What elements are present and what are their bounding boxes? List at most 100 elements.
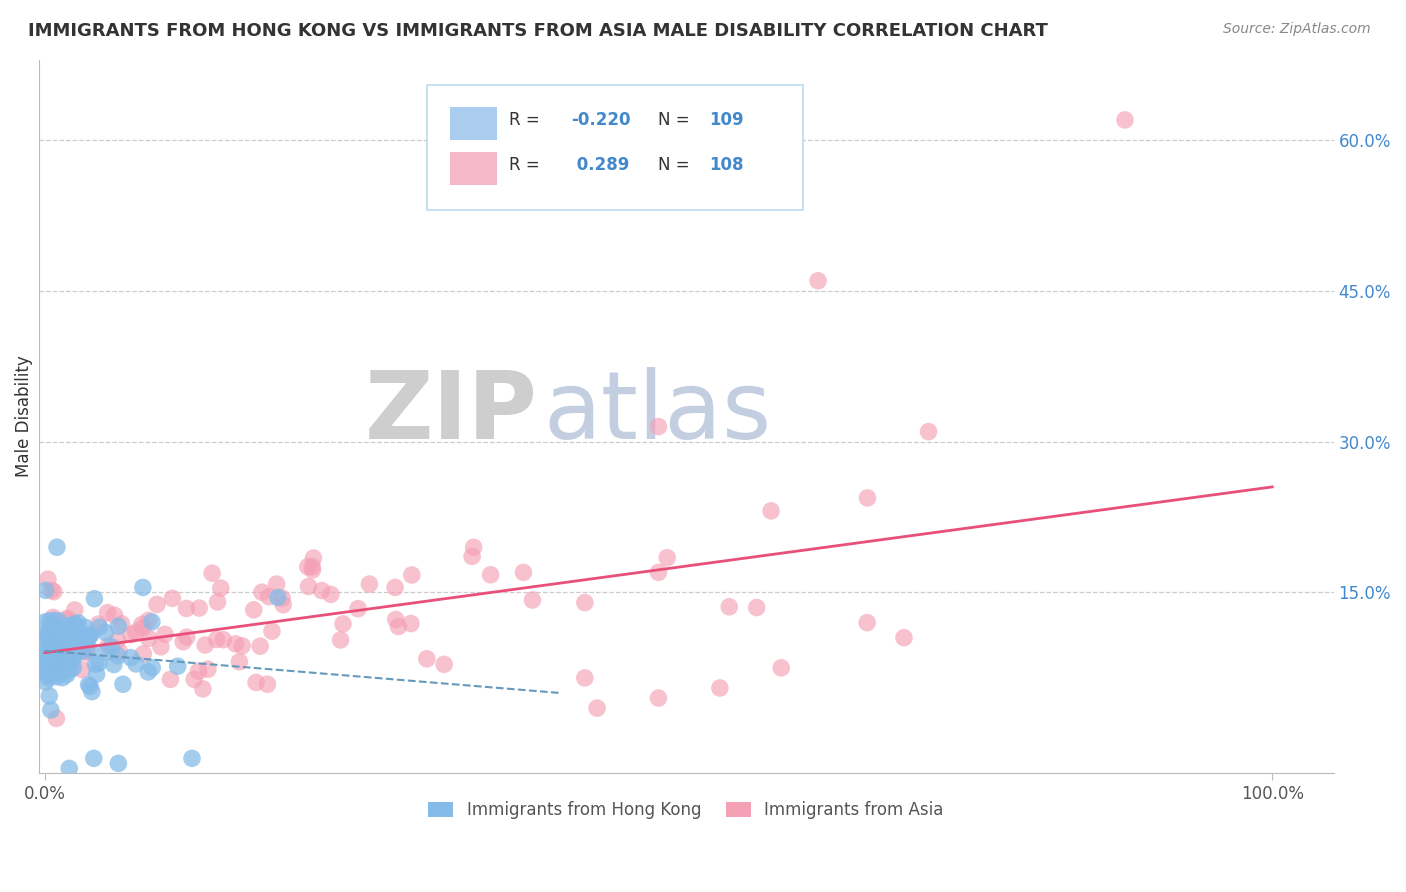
Point bbox=[65, 618, 87, 632]
Point bbox=[311, 583, 333, 598]
Point bbox=[39, 644, 62, 658]
Point bbox=[46, 632, 69, 647]
Point bbox=[359, 577, 381, 591]
Point bbox=[45, 653, 67, 667]
Point bbox=[159, 673, 181, 687]
Point bbox=[51, 635, 73, 649]
Point bbox=[38, 614, 60, 628]
Point bbox=[45, 666, 67, 681]
Point bbox=[856, 491, 879, 505]
Point bbox=[141, 615, 163, 629]
Point bbox=[44, 648, 66, 663]
Point bbox=[384, 612, 406, 626]
Point bbox=[212, 632, 235, 647]
Point bbox=[62, 661, 84, 675]
Point bbox=[58, 634, 80, 648]
Point bbox=[77, 631, 100, 645]
Point bbox=[176, 630, 198, 644]
Point bbox=[41, 618, 63, 632]
Point bbox=[63, 616, 86, 631]
Text: 109: 109 bbox=[710, 112, 744, 129]
Point bbox=[51, 671, 73, 685]
Point bbox=[38, 661, 60, 675]
Point bbox=[73, 645, 96, 659]
Point bbox=[107, 648, 129, 663]
Point bbox=[63, 603, 86, 617]
Point bbox=[132, 621, 155, 635]
Point bbox=[574, 671, 596, 685]
Point bbox=[45, 637, 67, 651]
Point bbox=[39, 666, 62, 681]
Point bbox=[46, 640, 69, 655]
Point bbox=[266, 577, 288, 591]
Point bbox=[125, 625, 148, 640]
Point bbox=[153, 627, 176, 641]
Point bbox=[166, 659, 188, 673]
Point bbox=[856, 615, 879, 630]
Point bbox=[69, 630, 91, 644]
Point bbox=[297, 580, 319, 594]
Point bbox=[231, 639, 253, 653]
Point bbox=[46, 540, 69, 554]
Point bbox=[46, 628, 69, 642]
Point bbox=[37, 642, 59, 657]
Point bbox=[34, 615, 56, 629]
Point bbox=[73, 630, 96, 644]
Point bbox=[60, 629, 83, 643]
Text: atlas: atlas bbox=[544, 367, 772, 459]
Point bbox=[718, 599, 741, 614]
Point bbox=[132, 647, 155, 661]
Point bbox=[48, 614, 70, 628]
Point bbox=[56, 611, 79, 625]
Point bbox=[188, 601, 211, 615]
Point bbox=[245, 675, 267, 690]
Point bbox=[242, 603, 264, 617]
Point bbox=[72, 663, 94, 677]
Point bbox=[38, 689, 60, 703]
Point bbox=[260, 624, 283, 639]
Point bbox=[103, 657, 125, 672]
Point bbox=[84, 657, 107, 672]
Point bbox=[745, 600, 768, 615]
Point bbox=[302, 551, 325, 566]
Point bbox=[42, 584, 65, 599]
Point bbox=[181, 751, 204, 765]
Point bbox=[96, 645, 118, 659]
Point bbox=[44, 665, 66, 680]
Point bbox=[56, 619, 79, 633]
Text: R =: R = bbox=[509, 155, 540, 174]
Point bbox=[52, 646, 75, 660]
Point bbox=[72, 632, 94, 646]
Point bbox=[201, 566, 224, 581]
Point bbox=[39, 637, 62, 651]
Y-axis label: Male Disability: Male Disability bbox=[15, 356, 32, 477]
Point bbox=[271, 598, 294, 612]
Point bbox=[73, 620, 96, 634]
Text: R =: R = bbox=[509, 112, 540, 129]
Point bbox=[107, 756, 129, 771]
Point bbox=[301, 563, 323, 577]
Text: Source: ZipAtlas.com: Source: ZipAtlas.com bbox=[1223, 22, 1371, 37]
Text: 108: 108 bbox=[710, 155, 744, 174]
Point bbox=[35, 651, 58, 665]
Point bbox=[111, 677, 134, 691]
Point bbox=[479, 567, 502, 582]
Legend: Immigrants from Hong Kong, Immigrants from Asia: Immigrants from Hong Kong, Immigrants fr… bbox=[422, 795, 950, 826]
Point bbox=[176, 601, 198, 615]
Text: ZIP: ZIP bbox=[364, 367, 537, 459]
Point bbox=[53, 643, 76, 657]
Point bbox=[44, 632, 66, 647]
Point bbox=[207, 595, 229, 609]
Point bbox=[257, 590, 280, 604]
Point bbox=[132, 581, 155, 595]
Point bbox=[42, 614, 65, 628]
Point bbox=[162, 591, 184, 606]
Point bbox=[66, 615, 89, 630]
Point bbox=[105, 633, 128, 648]
Point bbox=[44, 622, 66, 636]
Point bbox=[39, 703, 62, 717]
Point bbox=[586, 701, 609, 715]
Point bbox=[72, 633, 94, 648]
Point bbox=[110, 616, 132, 631]
Point bbox=[893, 631, 915, 645]
